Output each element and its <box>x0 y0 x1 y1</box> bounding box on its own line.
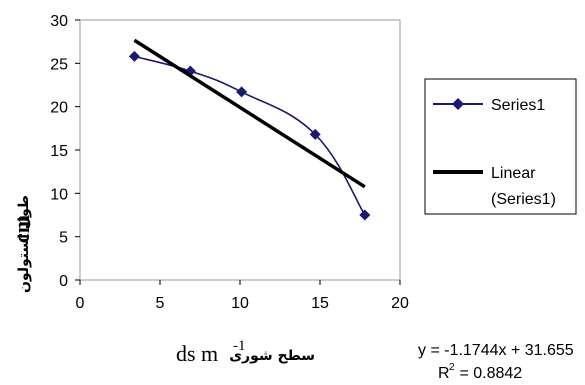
trend-layer <box>133 38 366 189</box>
equation-text: y = -1.1744x + 31.655 <box>418 342 574 359</box>
x-axis: 0 5 10 15 20 <box>76 280 409 312</box>
x-axis-title: ds m -1 سطح شوری <box>176 338 315 366</box>
y-axis-title: cm طول استولون <box>9 195 34 293</box>
plot-frame <box>79 19 401 281</box>
r-squared-value: = 0.8842 <box>455 365 522 382</box>
data-point-marker <box>309 128 321 140</box>
y-tick-label: 10 <box>50 186 68 203</box>
y-tick-label: 0 <box>59 273 68 290</box>
y-tick-label: 20 <box>50 100 68 117</box>
y-axis: 0 5 10 15 20 25 30 <box>50 13 80 290</box>
y-axis-label: طول استولون <box>16 195 32 293</box>
y-axis-unit: cm <box>9 215 34 243</box>
trendline-equation: y = -1.1744x + 31.655 R 2 = 0.8842 <box>418 342 574 382</box>
y-tick-label: 30 <box>50 13 68 30</box>
legend-series-marker <box>452 98 464 110</box>
legend-series-label: Series1 <box>491 97 545 114</box>
x-axis-label: سطح شوری <box>229 348 315 364</box>
x-axis-unit: ds m <box>176 341 218 366</box>
legend-box <box>424 78 577 215</box>
data-point-marker <box>128 50 140 62</box>
x-tick-label: 10 <box>231 295 249 312</box>
data-point-marker <box>236 86 248 98</box>
x-tick-label: 15 <box>311 295 329 312</box>
r-squared-label: R <box>438 365 450 382</box>
legend-trend-label-2: (Series1) <box>491 191 556 208</box>
x-tick-label: 0 <box>76 295 85 312</box>
x-tick-label: 20 <box>391 295 409 312</box>
legend-trend-label: Linear <box>491 165 536 182</box>
data-point-marker <box>359 209 371 221</box>
x-tick-label: 5 <box>156 295 165 312</box>
y-tick-label: 25 <box>50 56 68 73</box>
legend: Series1 Linear (Series1) <box>424 78 577 215</box>
y-tick-label: 15 <box>50 143 68 160</box>
y-tick-label: 5 <box>59 230 68 247</box>
plot-area <box>79 19 401 281</box>
trendline <box>133 38 366 189</box>
x-axis-unit-superscript: -1 <box>233 338 246 354</box>
r-squared-exponent: 2 <box>449 362 455 373</box>
